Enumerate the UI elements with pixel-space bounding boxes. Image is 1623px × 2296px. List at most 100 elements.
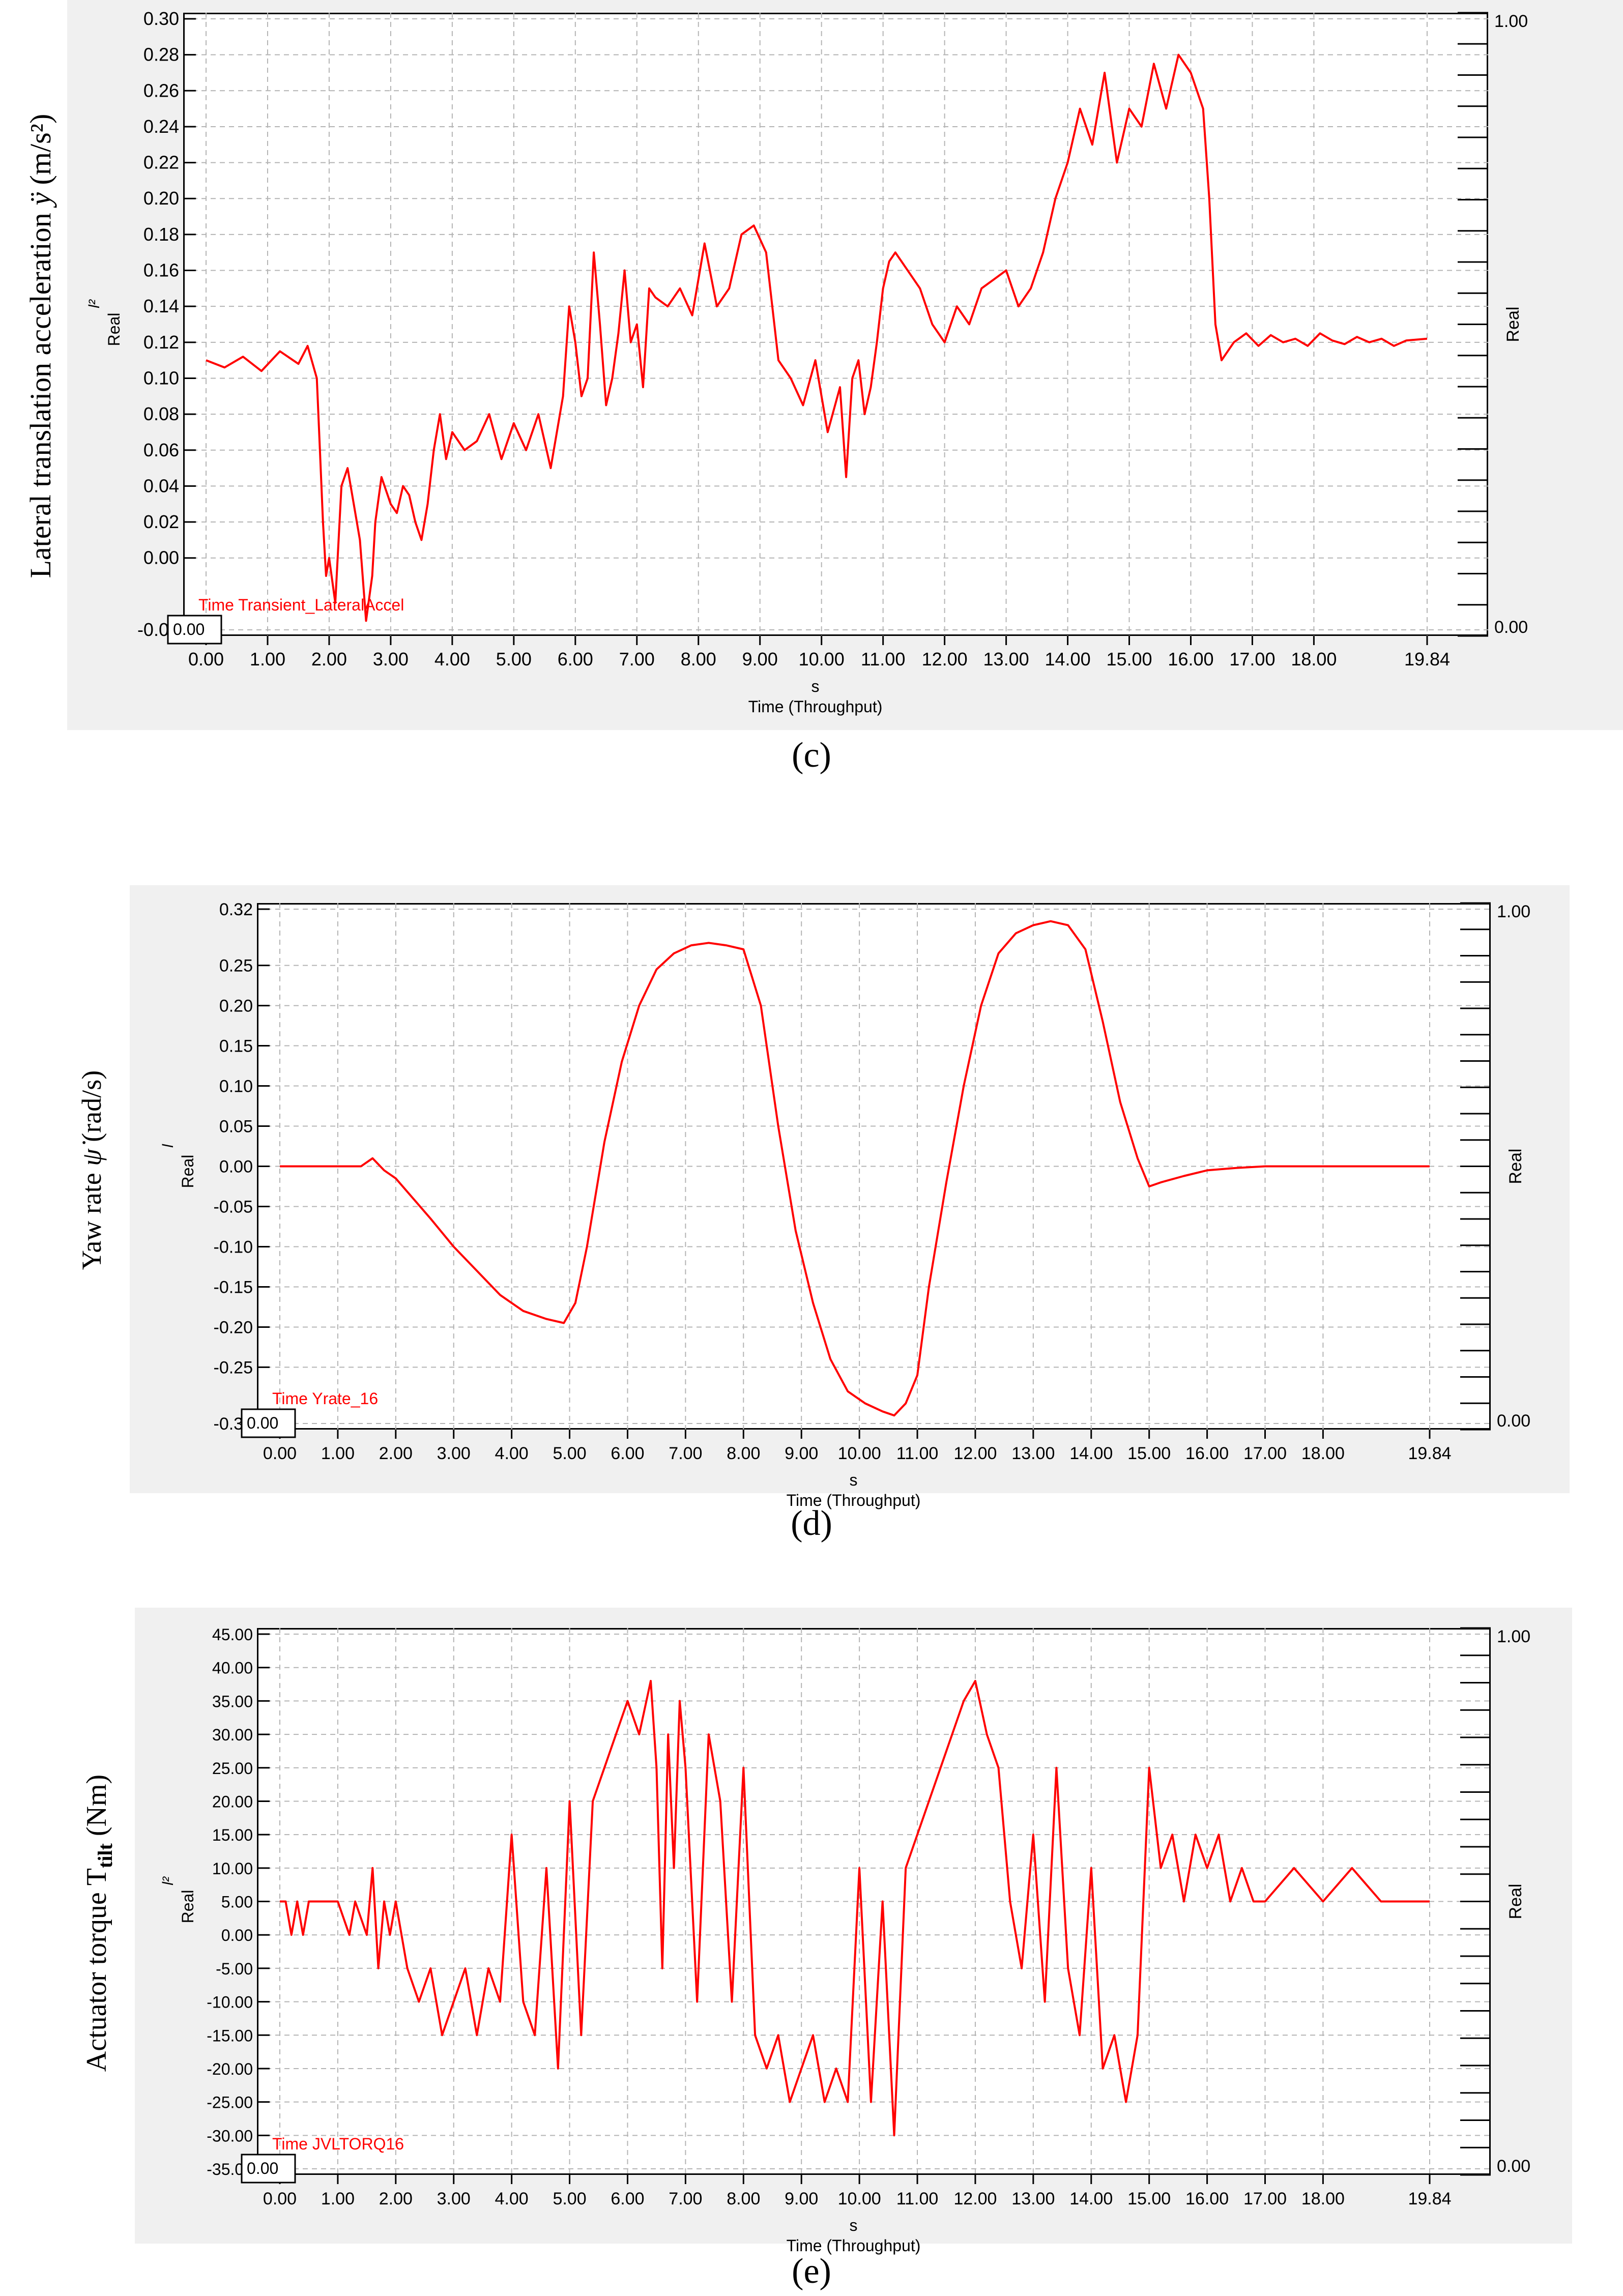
readout-box <box>241 1408 296 1438</box>
figure-caption-e: (e) <box>735 2251 888 2292</box>
x-tick-label: 19.84 <box>1404 649 1450 670</box>
plot-area-c <box>183 13 1488 636</box>
caption-e-text: (e) <box>792 2252 831 2291</box>
x-axis-unit: s <box>811 677 820 695</box>
x-tick-label: 18.00 <box>1301 2189 1345 2208</box>
readout-value: 0.00 <box>247 1414 278 1432</box>
y-tick-label: 45.00 <box>212 1625 253 1644</box>
y-tick-label: -0.05 <box>214 1197 253 1216</box>
y-tick-label: 0.12 <box>143 332 179 353</box>
y-axis-unit: l² <box>160 1876 177 1885</box>
x-tick-label: 13.00 <box>1011 1444 1055 1463</box>
x-tick-label: 12.00 <box>953 1444 997 1463</box>
y-tick-label: 0.30 <box>143 8 179 29</box>
x-tick-label: 10.00 <box>799 649 845 670</box>
y-tick-label: 20.00 <box>212 1792 253 1811</box>
y-tick-label: -30.00 <box>207 2127 253 2145</box>
y-tick-label: -0.25 <box>214 1358 253 1377</box>
x-tick-label: 17.00 <box>1229 649 1275 670</box>
y-tick-label: -0.10 <box>214 1237 253 1257</box>
x-tick-label: 4.00 <box>495 1444 529 1463</box>
y-axis-unit: l <box>160 1144 177 1148</box>
y-tick-label: -5.00 <box>216 1960 253 1978</box>
x-tick-label: 8.00 <box>727 2189 760 2208</box>
x-tick-label: 19.84 <box>1408 2189 1451 2208</box>
readout-box <box>167 615 222 645</box>
data-series-line <box>280 920 1430 1417</box>
x-tick-label: 0.00 <box>263 1444 297 1463</box>
y-tick-label: 0.18 <box>143 224 179 245</box>
figure-caption-d: (d) <box>735 1503 888 1544</box>
x-tick-label: 5.00 <box>553 1444 586 1463</box>
y-tick-label: 0.16 <box>143 260 179 281</box>
y-tick-label: 0.25 <box>219 956 253 976</box>
y-axis-label: Real <box>105 313 123 346</box>
figure-caption-c: (c) <box>735 735 888 776</box>
y-tick-label: 0.06 <box>143 440 179 460</box>
y-axis-label: Real <box>179 1890 197 1924</box>
x-tick-label: 15.00 <box>1127 1444 1171 1463</box>
x-axis-title: Time (Throughput) <box>748 697 883 716</box>
y-tick-label: 0.32 <box>219 900 253 919</box>
x-tick-label: 13.00 <box>1011 2189 1055 2208</box>
x-tick-label: 11.00 <box>896 2189 939 2208</box>
y-tick-label: 0.00 <box>221 1926 253 1944</box>
y-tick-label: 35.00 <box>212 1692 253 1710</box>
y-tick-label: 0.05 <box>219 1117 253 1137</box>
x-tick-label: 14.00 <box>1069 2189 1113 2208</box>
readout-value: 0.00 <box>247 2159 278 2177</box>
x-tick-label: 5.00 <box>553 2189 586 2208</box>
y-tick-label: 25.00 <box>212 1759 253 1778</box>
x-tick-label: 0.00 <box>263 2189 297 2208</box>
x-tick-label: 3.00 <box>437 2189 471 2208</box>
y-tick-label: 0.28 <box>143 44 179 65</box>
y-tick-label: 0.14 <box>143 296 179 316</box>
y-tick-label: 0.00 <box>219 1157 253 1177</box>
x-tick-label: 10.00 <box>838 1444 881 1463</box>
x-axis-unit: s <box>850 1471 858 1489</box>
x-tick-label: 2.00 <box>379 2189 413 2208</box>
legend-label: Time Transient_LateralAccel <box>198 596 404 614</box>
right-tick-label: 0.00 <box>1497 1411 1530 1431</box>
caption-c-text: (c) <box>792 736 831 775</box>
x-tick-label: 17.00 <box>1243 1444 1287 1463</box>
x-tick-label: 9.00 <box>785 1444 818 1463</box>
x-tick-label: 11.00 <box>896 1444 939 1463</box>
x-tick-label: 17.00 <box>1243 2189 1287 2208</box>
x-tick-label: 18.00 <box>1301 1444 1345 1463</box>
x-tick-label: 15.00 <box>1106 649 1152 670</box>
x-tick-label: 2.00 <box>311 649 347 670</box>
y-tick-label: -25.00 <box>207 2094 253 2112</box>
x-tick-label: 9.00 <box>742 649 778 670</box>
y-tick-label: 0.20 <box>219 997 253 1016</box>
x-tick-label: 3.00 <box>437 1444 471 1463</box>
right-axis-label: Real <box>1503 307 1523 342</box>
x-axis-unit: s <box>850 2216 858 2234</box>
x-tick-label: 8.00 <box>727 1444 760 1463</box>
x-tick-label: 16.00 <box>1168 649 1213 670</box>
y-tick-label: -15.00 <box>207 2026 253 2045</box>
right-tick-label: 1.00 <box>1497 1627 1530 1646</box>
readout-box <box>241 2154 296 2184</box>
right-tick-label: 0.00 <box>1497 2157 1530 2176</box>
x-tick-label: 1.00 <box>250 649 285 670</box>
y-tick-label: 0.22 <box>143 152 179 173</box>
right-axis-label: Real <box>1506 1149 1525 1184</box>
x-tick-label: 13.00 <box>983 649 1029 670</box>
y-tick-label: 0.02 <box>143 511 179 532</box>
y-tick-label: -20.00 <box>207 2060 253 2078</box>
y-tick-label: 30.00 <box>212 1726 253 1744</box>
x-tick-label: 18.00 <box>1291 649 1337 670</box>
x-tick-label: 16.00 <box>1185 2189 1229 2208</box>
readout-value: 0.00 <box>173 620 205 638</box>
x-tick-label: 6.00 <box>558 649 593 670</box>
y-tick-label: 0.20 <box>143 188 179 209</box>
y-tick-label: 0.24 <box>143 116 179 137</box>
chart-c: -0.040.000.020.040.060.080.100.120.140.1… <box>86 8 1528 716</box>
x-tick-label: 7.00 <box>669 1444 702 1463</box>
y-tick-label: 0.10 <box>143 367 179 388</box>
x-tick-label: 14.00 <box>1045 649 1091 670</box>
y-tick-label: 5.00 <box>221 1893 253 1911</box>
right-tick-label: 1.00 <box>1494 12 1528 31</box>
